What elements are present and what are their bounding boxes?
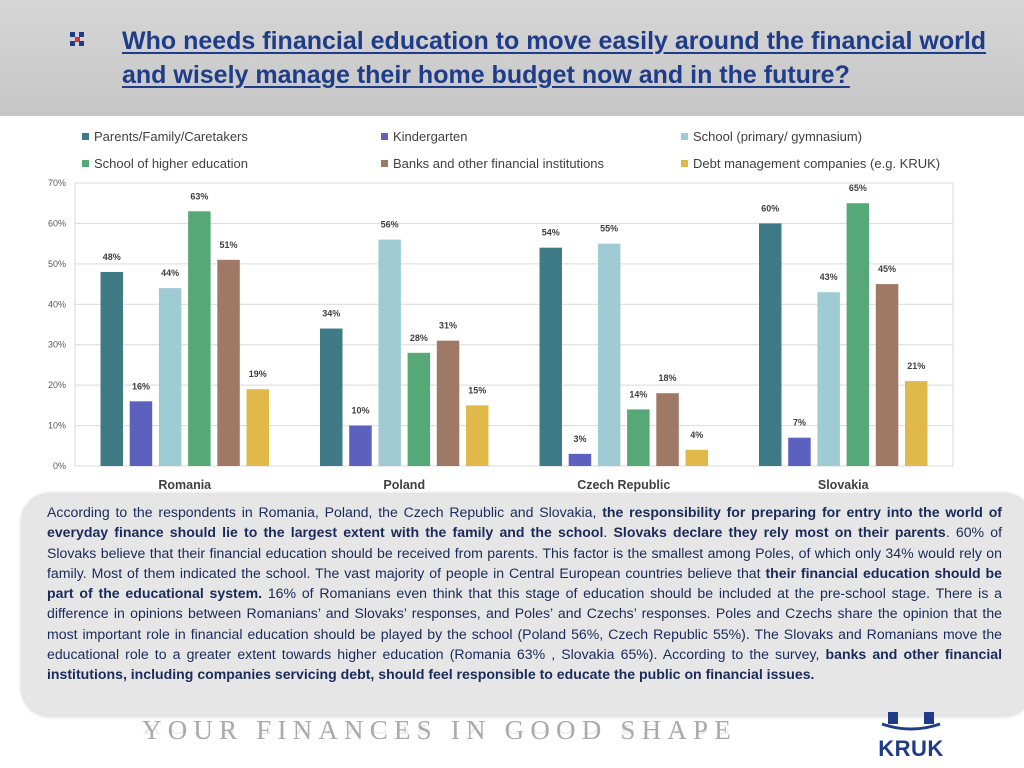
data-label: 14%: [629, 389, 647, 399]
page-title: Who needs financial education to move ea…: [122, 24, 1002, 92]
data-label: 48%: [103, 252, 121, 262]
data-label: 18%: [659, 373, 677, 383]
legend-label: Parents/Family/Caretakers: [94, 129, 248, 144]
legend-item-debt-companies: Debt management companies (e.g. KRUK): [681, 156, 940, 171]
bar: [100, 271, 123, 466]
summary-box: [22, 494, 1024, 716]
legend-item-parents: Parents/Family/Caretakers: [82, 129, 248, 144]
data-label: 54%: [542, 228, 560, 238]
legend-swatch: [381, 160, 388, 167]
summary-text: According to the respondents in Romania,…: [47, 504, 1003, 683]
data-label: 51%: [220, 240, 238, 250]
y-tick-label: 40%: [48, 299, 66, 309]
y-tick-label: 30%: [48, 340, 66, 350]
bar: [817, 292, 840, 466]
bar: [246, 389, 269, 466]
data-label: 28%: [410, 333, 428, 343]
data-label: 65%: [849, 183, 867, 193]
plot-area-border: [74, 182, 954, 467]
legend-label: School (primary/ gymnasium): [693, 129, 863, 144]
x-category-label: Poland: [383, 478, 425, 492]
y-tick-label: 10%: [48, 421, 66, 431]
page-title-line-1: Who needs financial education to move ea…: [122, 27, 987, 55]
legend-swatch: [82, 160, 89, 167]
data-label: 16%: [132, 381, 150, 391]
data-label: 55%: [600, 224, 618, 234]
legend-swatch: [381, 133, 388, 140]
bar: [627, 409, 650, 466]
data-label: 3%: [573, 434, 586, 444]
logo-mark-icon: [881, 712, 941, 731]
data-label: 43%: [820, 272, 838, 282]
data-label: 63%: [190, 191, 208, 201]
bar: [759, 223, 782, 466]
bar: [568, 453, 592, 466]
data-label: 44%: [161, 268, 179, 278]
header-banner: Who needs financial education to move ea…: [0, 0, 1024, 116]
y-tick-label: 50%: [48, 259, 66, 269]
data-label: 56%: [381, 220, 399, 230]
x-category-label: Romania: [158, 478, 212, 492]
data-label: 4%: [690, 430, 703, 440]
y-tick-label: 70%: [48, 178, 66, 188]
bar: [320, 328, 343, 466]
y-tick-label: 60%: [48, 218, 66, 228]
bar: [349, 425, 372, 466]
bar: [188, 211, 211, 466]
data-label: 34%: [322, 309, 340, 319]
bar: [875, 284, 899, 466]
data-label: 19%: [249, 369, 267, 379]
legend-swatch: [681, 133, 688, 140]
legend-item-higher-education: School of higher education: [82, 156, 248, 171]
y-tick-label: 20%: [48, 380, 66, 390]
legend-swatch: [82, 133, 89, 140]
x-category-label: Czech Republic: [577, 478, 670, 492]
legend-item-school: School (primary/ gymnasium): [681, 129, 862, 144]
data-label: 31%: [439, 321, 457, 331]
data-label: 15%: [468, 385, 486, 395]
y-tick-label: 0%: [53, 461, 66, 471]
legend-item-kindergarten: Kindergarten: [381, 129, 467, 144]
bar: [378, 239, 401, 466]
bullet-icon: [70, 32, 84, 46]
bar: [846, 203, 870, 466]
legend-label: Debt management companies (e.g. KRUK): [693, 156, 941, 171]
bar: [788, 437, 811, 466]
data-label: 45%: [878, 264, 896, 274]
bar: [466, 405, 489, 466]
bar: [407, 352, 431, 466]
data-label: 21%: [907, 361, 925, 371]
legend-label: School of higher education: [94, 156, 248, 171]
bar: [597, 243, 621, 466]
bar: [539, 247, 562, 466]
logo-text: KRUK: [878, 736, 944, 761]
bar: [656, 393, 679, 466]
data-label: 7%: [793, 418, 806, 428]
legend-item-banks: Banks and other financial institutions: [381, 156, 604, 171]
bar: [685, 449, 708, 466]
legend-swatch: [681, 160, 688, 167]
data-label: 10%: [351, 406, 369, 416]
footer-tagline: YOUR FINANCES IN GOOD SHAPE: [142, 715, 737, 745]
bar: [217, 259, 240, 466]
bar: [129, 401, 153, 466]
kruk-logo: KRUK: [872, 712, 950, 762]
bar: [905, 381, 928, 466]
legend-label: Kindergarten: [393, 129, 468, 144]
x-category-label: Slovakia: [818, 478, 870, 492]
footer-tagline-reflection: YOUR FINANCES IN GOOD SHAPE: [142, 725, 737, 739]
data-label: 60%: [761, 203, 779, 213]
legend-label: Banks and other financial institutions: [393, 156, 605, 171]
bar-chart: 0% 10% 20% 30% 40% 50% 60% 70% 48% 16% 44% 63% 51% 19…: [48, 178, 954, 492]
page-title-line-2: and wisely manage their home budget now …: [122, 61, 850, 89]
bar: [436, 340, 460, 466]
bar: [158, 288, 182, 466]
